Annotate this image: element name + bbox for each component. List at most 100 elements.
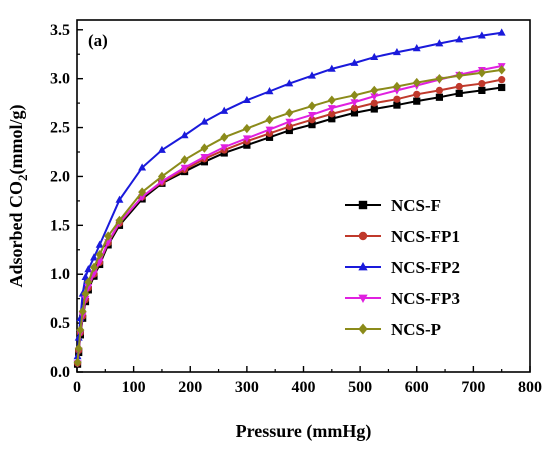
data-point	[350, 90, 359, 100]
data-point	[455, 82, 463, 91]
data-point	[265, 126, 274, 134]
data-point	[478, 86, 486, 94]
data-point	[350, 58, 359, 66]
y-tick-label: 2.5	[50, 120, 70, 137]
x-tick-label: 100	[122, 379, 146, 396]
data-point	[265, 87, 274, 95]
data-point	[81, 289, 90, 299]
data-point	[90, 262, 98, 273]
data-point	[74, 343, 83, 354]
data-point	[180, 164, 189, 172]
y-axis-title-subscript: 2	[15, 174, 30, 181]
x-tick-label: 0	[73, 379, 81, 396]
data-point	[95, 240, 104, 248]
x-tick-label: 300	[235, 379, 259, 396]
data-point	[180, 131, 189, 139]
data-point	[84, 284, 93, 292]
data-point	[393, 101, 401, 109]
data-point	[308, 111, 316, 120]
x-tick-label: 600	[405, 379, 429, 396]
legend-label: NCS-FP2	[391, 258, 460, 277]
panel-label: (a)	[88, 31, 108, 50]
data-point	[95, 249, 104, 260]
legend-label: NCS-F	[391, 196, 441, 215]
data-point	[435, 86, 443, 94]
data-point	[393, 95, 401, 103]
data-point	[413, 97, 421, 105]
data-point	[242, 123, 251, 134]
series-ncs-p	[73, 65, 506, 367]
series-ncs-fp2	[73, 28, 506, 360]
data-point	[498, 76, 506, 84]
data-point	[200, 154, 209, 162]
data-point	[84, 277, 93, 287]
data-point	[370, 52, 379, 61]
legend-marker	[358, 323, 368, 335]
y-tick-label: 1.0	[50, 266, 70, 283]
data-point	[200, 117, 209, 125]
data-point	[308, 116, 316, 124]
data-point	[350, 99, 359, 107]
y-axis-title: Adsorbed CO2(mmol/g)	[6, 105, 30, 288]
data-point	[350, 104, 359, 112]
data-point	[435, 39, 444, 47]
ticks-layer: 0 100 200 300 400 500 600 700 800 0.0 0.5 1.0 1.5 2.0…	[50, 22, 542, 396]
legend-label: NCS-FP1	[391, 227, 460, 246]
data-point	[157, 145, 166, 153]
data-point	[370, 93, 379, 101]
data-point	[285, 118, 294, 127]
data-point	[327, 105, 336, 113]
data-point	[115, 195, 124, 203]
y-tick-label: 0.5	[50, 315, 70, 332]
data-point	[455, 35, 464, 43]
data-point	[78, 306, 87, 317]
data-point	[220, 132, 229, 143]
data-point	[285, 126, 293, 135]
y-axis-title-unit: (mmol/g)	[6, 105, 27, 175]
data-point	[285, 79, 294, 87]
data-point	[392, 81, 401, 92]
data-point	[412, 44, 421, 52]
legend-label: NCS-P	[391, 320, 441, 339]
data-point	[138, 187, 147, 197]
data-point	[308, 121, 316, 129]
legend: NCS-F NCS-FP1 NCS-FP2 NCS-FP3 NCS-P	[345, 196, 460, 339]
legend-label: NCS-FP3	[391, 289, 460, 308]
data-point	[180, 155, 189, 165]
data-point	[497, 65, 506, 75]
x-axis-title: Pressure (mmHg)	[236, 421, 372, 442]
x-tick-label: 400	[292, 379, 316, 396]
data-point	[308, 71, 316, 79]
legend-marker	[358, 261, 368, 271]
data-point	[220, 144, 229, 152]
data-point	[455, 71, 464, 81]
data-point	[327, 64, 336, 72]
y-tick-label: 0.0	[50, 364, 70, 381]
data-point	[285, 122, 293, 131]
data-point	[328, 115, 336, 123]
x-tick-label: 800	[518, 379, 542, 396]
x-tick-label: 200	[178, 379, 202, 396]
data-point	[370, 99, 378, 107]
legend-marker	[358, 200, 368, 210]
data-point	[497, 28, 506, 36]
data-point	[478, 79, 486, 88]
data-point	[157, 171, 166, 182]
data-point	[73, 357, 82, 367]
series-layer	[73, 28, 506, 368]
data-point	[242, 95, 251, 104]
data-point	[328, 110, 336, 118]
data-point	[435, 73, 444, 84]
y-tick-label: 3.5	[50, 22, 70, 39]
data-point	[435, 93, 443, 101]
data-point	[370, 85, 379, 96]
data-point	[138, 163, 147, 171]
data-point	[265, 115, 274, 125]
x-tick-label: 700	[461, 379, 485, 396]
data-point	[412, 77, 421, 88]
y-tick-label: 2.0	[50, 168, 70, 185]
series-line	[76, 68, 502, 363]
data-point	[243, 141, 251, 149]
